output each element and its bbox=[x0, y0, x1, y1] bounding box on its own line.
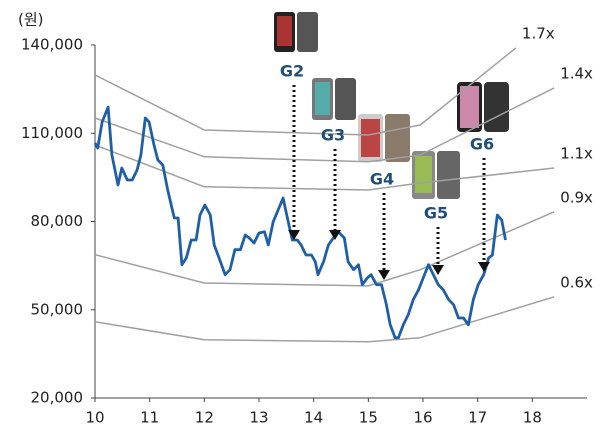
phone-icon bbox=[335, 78, 356, 120]
phone-icon bbox=[415, 156, 432, 193]
annotation-label: G5 bbox=[424, 204, 448, 223]
band-line bbox=[94, 144, 555, 191]
y-tick-label: 110,000 bbox=[21, 124, 83, 142]
y-tick-label: 20,000 bbox=[31, 389, 84, 407]
x-tick-label: 10 bbox=[85, 409, 104, 427]
band-line bbox=[94, 296, 555, 343]
x-tick-label: 13 bbox=[249, 409, 268, 427]
y-tick-label: 140,000 bbox=[21, 36, 83, 54]
band-label: 0.9x bbox=[560, 188, 593, 206]
phone-icon bbox=[437, 151, 460, 199]
band-label: 0.6x bbox=[560, 273, 593, 291]
x-tick-label: 18 bbox=[523, 409, 542, 427]
arrow-head bbox=[478, 262, 490, 272]
phone-icon bbox=[484, 82, 509, 132]
x-tick-label: 15 bbox=[359, 409, 378, 427]
x-tick-label: 14 bbox=[304, 409, 323, 427]
arrow-head bbox=[378, 270, 390, 280]
phone-icon bbox=[460, 86, 479, 128]
x-tick-label: 12 bbox=[195, 409, 214, 427]
x-tick-label: 17 bbox=[468, 409, 487, 427]
y-tick-label: 80,000 bbox=[31, 212, 84, 230]
phone-icon bbox=[277, 16, 292, 46]
y-axis-unit: (원) bbox=[18, 11, 44, 29]
x-tick-label: 11 bbox=[140, 409, 159, 427]
band-line bbox=[94, 87, 555, 163]
band-label: 1.4x bbox=[560, 64, 593, 82]
annotation-label: G2 bbox=[280, 62, 304, 81]
band-label: 1.7x bbox=[522, 24, 555, 42]
arrow-head bbox=[432, 265, 444, 275]
phone-images bbox=[274, 12, 509, 199]
x-tick-label: 16 bbox=[413, 409, 432, 427]
band-label: 1.1x bbox=[560, 144, 593, 162]
arrow-head bbox=[329, 230, 341, 240]
annotation-label: G6 bbox=[470, 135, 494, 154]
phone-icon bbox=[385, 114, 410, 162]
price-line bbox=[93, 105, 507, 340]
annotation-label: G3 bbox=[321, 126, 345, 145]
phone-icon bbox=[361, 119, 380, 157]
phone-icon bbox=[315, 82, 330, 115]
band-line bbox=[94, 211, 555, 287]
arrow-head bbox=[288, 230, 300, 240]
band-line bbox=[94, 47, 517, 136]
y-tick-label: 50,000 bbox=[31, 300, 84, 318]
phone-icon bbox=[297, 12, 318, 52]
annotation-label: G4 bbox=[370, 170, 394, 189]
